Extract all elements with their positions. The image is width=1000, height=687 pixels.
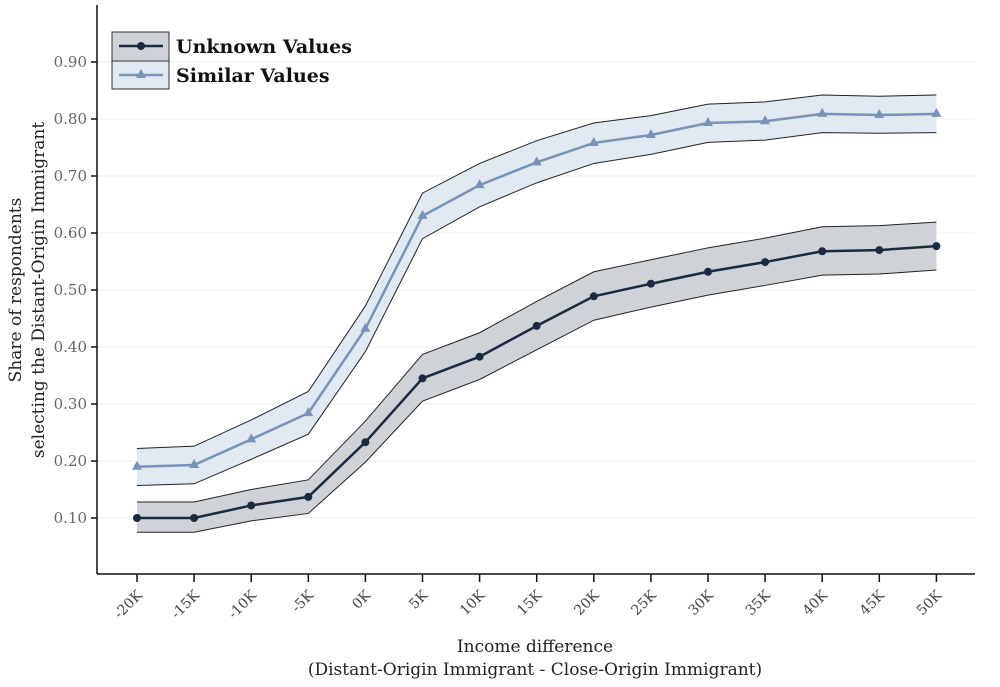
- x-tick-label: 0K: [349, 587, 374, 612]
- data-point: [246, 433, 257, 443]
- x-tick-label: 35K: [743, 587, 775, 619]
- confidence-bands: [136, 94, 937, 533]
- y-tick-label: 0.90: [54, 53, 87, 71]
- y-ticks: 0.10 0.20 0.30 0.40 0.50 0.60 0.70 0.80 0.90: [54, 53, 97, 527]
- x-tick-label: -5K: [289, 587, 318, 616]
- y-axis-title: Share of respondents: [6, 198, 26, 383]
- y-tick-label: 0.10: [54, 509, 87, 527]
- data-point: [360, 322, 371, 332]
- data-point: [247, 501, 256, 510]
- x-tick-label: 10K: [457, 587, 489, 619]
- y-tick-label: 0.80: [54, 110, 87, 128]
- legend-marker-circle-icon: [137, 42, 145, 50]
- data-point: [133, 514, 141, 522]
- x-tick-label: 15K: [514, 587, 546, 619]
- data-point: [190, 514, 199, 522]
- legend-marker-triangle-icon: [136, 69, 146, 78]
- x-tick-label: 45K: [857, 587, 889, 619]
- data-point: [646, 279, 655, 288]
- x-ticks: -20K -15K -10K -5K 0K 5K 10K 15K 20K 25K 30K 35K 40K…: [111, 574, 946, 622]
- x-tick-label: -20K: [111, 587, 146, 622]
- ci-upper-1: [136, 94, 937, 449]
- x-tick-label: 30K: [686, 587, 718, 619]
- data-point: [474, 179, 485, 189]
- data-point: [532, 321, 541, 330]
- x-axis-title: Income difference: [457, 637, 613, 657]
- data-point: [475, 352, 484, 361]
- data-point: [818, 247, 827, 256]
- data-point: [874, 109, 885, 119]
- legend-label-similar: Similar Values: [176, 65, 330, 87]
- ci-band-0: [137, 222, 937, 533]
- legend-label-unknown: Unknown Values: [176, 36, 352, 58]
- data-point: [931, 107, 942, 117]
- data-point: [417, 209, 428, 219]
- data-point: [932, 242, 941, 251]
- legend: Unknown Values Similar Values: [111, 31, 352, 90]
- data-point: [588, 136, 599, 146]
- data-point: [304, 492, 313, 501]
- y-tick-label: 0.40: [54, 338, 87, 356]
- y-tick-label: 0.20: [54, 452, 87, 470]
- x-tick-label: -10K: [225, 587, 260, 622]
- series-markers: [132, 107, 942, 522]
- data-point: [645, 128, 656, 138]
- ci-lower-0: [137, 269, 937, 533]
- x-axis-subtitle: (Distant-Origin Immigrant - Close-Origin…: [308, 660, 762, 680]
- data-point: [875, 246, 884, 255]
- data-point: [704, 267, 712, 276]
- ci-upper-0: [137, 221, 937, 503]
- data-point: [303, 407, 314, 417]
- x-tick-label: 40K: [800, 587, 832, 619]
- data-point: [589, 292, 598, 301]
- y-tick-label: 0.60: [54, 224, 87, 242]
- data-point: [132, 460, 142, 470]
- data-point: [531, 156, 542, 166]
- data-point: [703, 116, 713, 126]
- series-line-0: [137, 244, 937, 520]
- ci-lower-1: [136, 132, 937, 487]
- x-tick-label: 50K: [914, 587, 946, 619]
- y-tick-label: 0.30: [54, 395, 87, 413]
- data-point: [361, 438, 370, 447]
- y-tick-label: 0.50: [54, 281, 87, 299]
- data-point: [189, 458, 200, 468]
- data-point: [418, 374, 427, 383]
- x-tick-label: 5K: [406, 587, 431, 612]
- data-point: [817, 107, 828, 117]
- ci-band-1: [137, 95, 937, 486]
- y-tick-label: 0.70: [54, 167, 87, 185]
- data-point: [760, 115, 771, 125]
- x-tick-label: 25K: [628, 587, 660, 619]
- x-tick-label: 20K: [571, 587, 603, 619]
- y-axis-subtitle: selecting the Distant-Origin Immigrant: [29, 122, 49, 458]
- x-tick-label: -15K: [168, 587, 203, 622]
- data-point: [761, 258, 770, 267]
